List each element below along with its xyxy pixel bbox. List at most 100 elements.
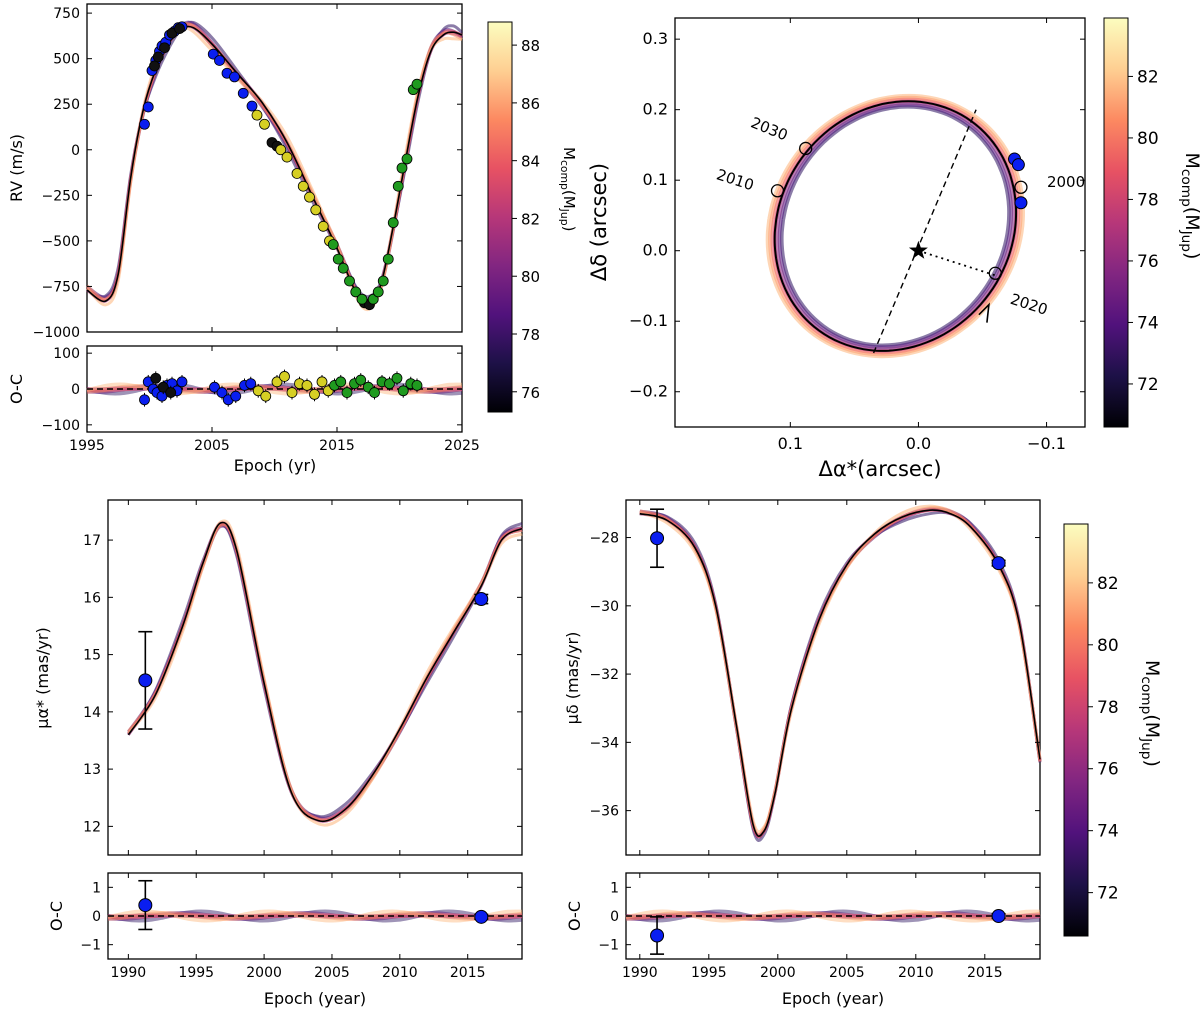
x-tick-label: 1990 [622,965,658,981]
colorbar-tick-label: 82 [1097,574,1119,594]
y-tick-label: 500 [53,52,80,68]
y-tick-label: 1 [92,880,101,896]
line-of-nodes [872,109,977,354]
host-star-icon [908,240,928,259]
residual-posterior-curve [625,910,1041,922]
y-tick-label: 17 [83,533,101,549]
y-tick-label: 0 [71,382,80,398]
residual-posterior-curve [625,910,1041,922]
x-tick-label: 2010 [382,965,418,981]
astrometry-observation [1014,196,1028,210]
epoch-marker [770,184,785,198]
observation-point [138,673,153,688]
y-tick-label: −32 [589,667,619,683]
y-tick-label: −750 [42,279,80,295]
blue-data-point [142,101,154,113]
observation-point [991,909,1006,923]
observation-point [650,928,665,943]
pm-ra-residual-panel: 1990 1995 2000 2005 2010 2015 −1 0 1 O-C Epoch (… [47,872,523,1008]
residual-posterior-curve [107,912,523,920]
colorbar-label-part: (M [1141,714,1163,738]
yellow-data-point [260,390,272,402]
astrometry-panel: 2000 2010 2020 2030 0.1 0.0 −0.1 −0.2 −0.1 0.0 0.… [587,17,1086,481]
colorbar-tick-label: 82 [1137,67,1159,87]
colorbar-tick-label: 84 [521,153,540,171]
y-tick-label: −1 [80,938,101,954]
residual-posterior-curve [625,912,1041,920]
pm-ra-residual-ylabel: O-C [47,901,66,931]
yellow-data-point [317,220,329,232]
x-tick-label: 2000 [246,965,282,981]
yellow-data-point [291,168,303,179]
y-tick-label: −0.2 [629,382,668,401]
pm-dec-axes-frame [625,499,1041,856]
colorbar-label-part: Jup [1138,737,1154,759]
best-fit-orbit-curve [127,521,523,823]
colorbar-label-part: comp [1178,169,1194,207]
posterior-orbit-curve [127,519,523,827]
colorbar-label-part: comp [558,160,571,190]
astrometry-axes-frame [674,17,1086,428]
green-data-point [377,275,389,287]
colorbar-label-part: Jup [1178,230,1194,252]
green-data-point [372,286,384,298]
posterior-orbit-curve [127,522,523,822]
x-tick-label: 2010 [898,965,934,981]
y-tick-label: 12 [83,819,101,835]
x-tick-label: 1995 [69,438,105,454]
x-tick-label: 2015 [450,965,486,981]
black-data-point [159,42,170,54]
epoch-marker [1014,180,1028,194]
x-tick-label: 2005 [829,965,865,981]
blue-data-point [209,381,220,393]
epoch-label: 2010 [714,165,756,194]
residual-posterior-curve [107,910,523,922]
green-data-point [369,387,380,398]
blue-data-point [245,378,257,390]
black-data-point [152,51,164,63]
pm-dec-panel: −28 −30 −32 −34 −36 μδ (mas/yr) [563,499,1042,856]
y-tick-label: −36 [589,804,619,820]
green-data-point [350,286,362,298]
colorbar-gradient [1063,523,1089,937]
green-data-point [335,376,347,388]
black-data-point [157,381,169,393]
colorbar-gradient [487,21,513,413]
posterior-orbit-ellipse [777,103,1014,349]
yellow-data-point [252,385,264,397]
colorbar-tick-label: 86 [521,95,540,113]
green-data-point [397,385,409,397]
rv-residual-ylabel: O-C [7,374,26,404]
posterior-orbit-curve [127,523,523,823]
y-tick-label: 100 [53,346,80,362]
colorbar-label-part: comp [1138,676,1154,714]
colorbar-label-part: (M [560,190,578,209]
black-data-point [174,23,185,35]
yellow-data-point [310,204,322,216]
green-data-point [356,293,368,305]
y-tick-label: 0 [71,143,80,159]
colorbar-label: Mcomp(MJup) [558,147,578,231]
epoch-marker [988,266,1002,280]
yellow-data-point [301,380,313,391]
pm-dec-ylabel: μδ (mas/yr) [563,632,582,725]
blue-data-point [139,118,150,130]
x-tick-label: 0.1 [778,434,803,453]
colorbar-astrometry: 72 74 76 78 80 82 Mcomp(MJup) [1103,17,1200,428]
green-data-point [396,162,408,174]
colorbar-label: Mcomp(MJup) [1138,660,1163,767]
y-tick-label: −30 [589,599,619,615]
x-tick-label: 2000 [760,965,796,981]
posterior-orbit-ellipse [768,95,1023,357]
residual-posterior-curve [625,909,1041,923]
pm-ra-panel: 12 13 14 15 16 17 μα* (mas/yr) [33,499,523,856]
green-data-point [411,78,423,90]
black-data-point [165,387,177,398]
blue-data-point [229,71,240,83]
colorbar-tick-label: 80 [1137,129,1159,149]
posterior-orbit-ellipse [770,97,1021,355]
rv-axes-frame [86,3,463,333]
epoch-marker [799,141,813,156]
rv-panel: −1000 −750 −500 −250 0 250 500 750 RV (m/s) [7,3,463,341]
pm-dec-xlabel: Epoch (year) [782,989,884,1008]
